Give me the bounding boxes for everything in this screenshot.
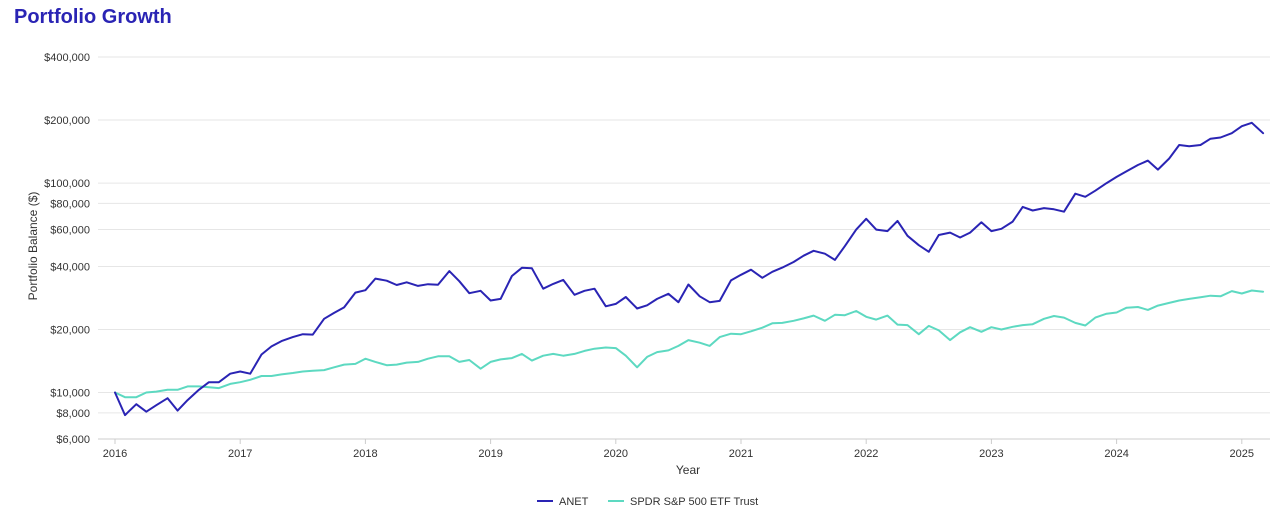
y-tick-label: $8,000: [56, 408, 90, 420]
y-tick-label: $100,000: [44, 178, 90, 190]
chart-title: Portfolio Growth: [14, 6, 172, 28]
y-tick-label: $200,000: [44, 115, 90, 127]
x-tick-label: 2018: [353, 448, 377, 460]
legend-item[interactable]: SPDR S&P 500 ETF Trust: [608, 496, 758, 508]
y-tick-label: $400,000: [44, 52, 90, 64]
y-tick-label: $6,000: [56, 434, 90, 446]
y-axis-title: Portfolio Balance ($): [26, 192, 40, 301]
x-tick-label: 2016: [103, 448, 127, 460]
x-axis-title: Year: [676, 463, 700, 477]
legend-label: SPDR S&P 500 ETF Trust: [630, 496, 758, 508]
grid-lines: [98, 56, 1270, 440]
x-axis: 2016 2017 2018 2019 2020 2021 2022 2023 2024 2025: [98, 438, 1270, 460]
series-line-anet: [114, 121, 1265, 417]
y-tick-label: $80,000: [50, 198, 90, 210]
x-tick-label: 2017: [228, 448, 252, 460]
x-tick-label: 2022: [854, 448, 878, 460]
x-tick-label: 2019: [478, 448, 502, 460]
y-tick-label: $20,000: [50, 324, 90, 336]
x-tick-label: 2025: [1230, 448, 1254, 460]
legend: ANET SPDR S&P 500 ETF Trust: [537, 496, 758, 508]
x-tick-label: 2024: [1104, 448, 1128, 460]
y-tick-label: $10,000: [50, 388, 90, 400]
x-tick-label: 2021: [729, 448, 753, 460]
series-line-spdr-s-p-500-etf-trust: [114, 289, 1265, 399]
y-tick-label: $40,000: [50, 261, 90, 273]
series-lines: [114, 121, 1265, 417]
legend-label: ANET: [559, 496, 589, 508]
x-tick-label: 2023: [979, 448, 1003, 460]
x-tick-label: 2020: [604, 448, 628, 460]
y-tick-label: $60,000: [50, 225, 90, 237]
y-axis: $6,000 $8,000 $10,000 $20,000 $40,000 $60,000…: [44, 52, 90, 446]
legend-item[interactable]: ANET: [537, 496, 589, 508]
